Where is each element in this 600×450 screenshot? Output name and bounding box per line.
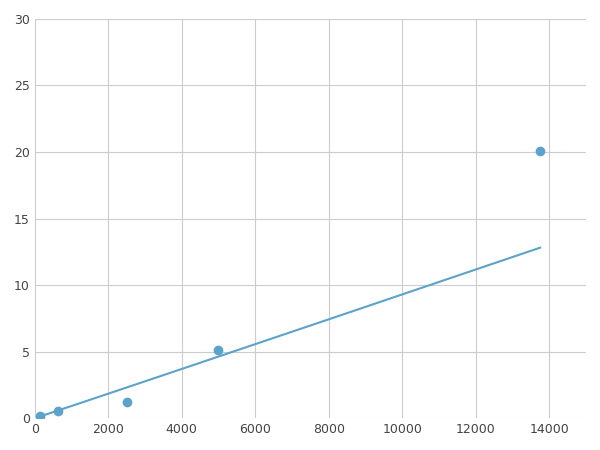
Point: [53, 407, 62, 414]
Point: [122, 399, 131, 406]
Point: [214, 347, 223, 354]
Point: [535, 147, 545, 154]
Point: [35, 412, 45, 419]
